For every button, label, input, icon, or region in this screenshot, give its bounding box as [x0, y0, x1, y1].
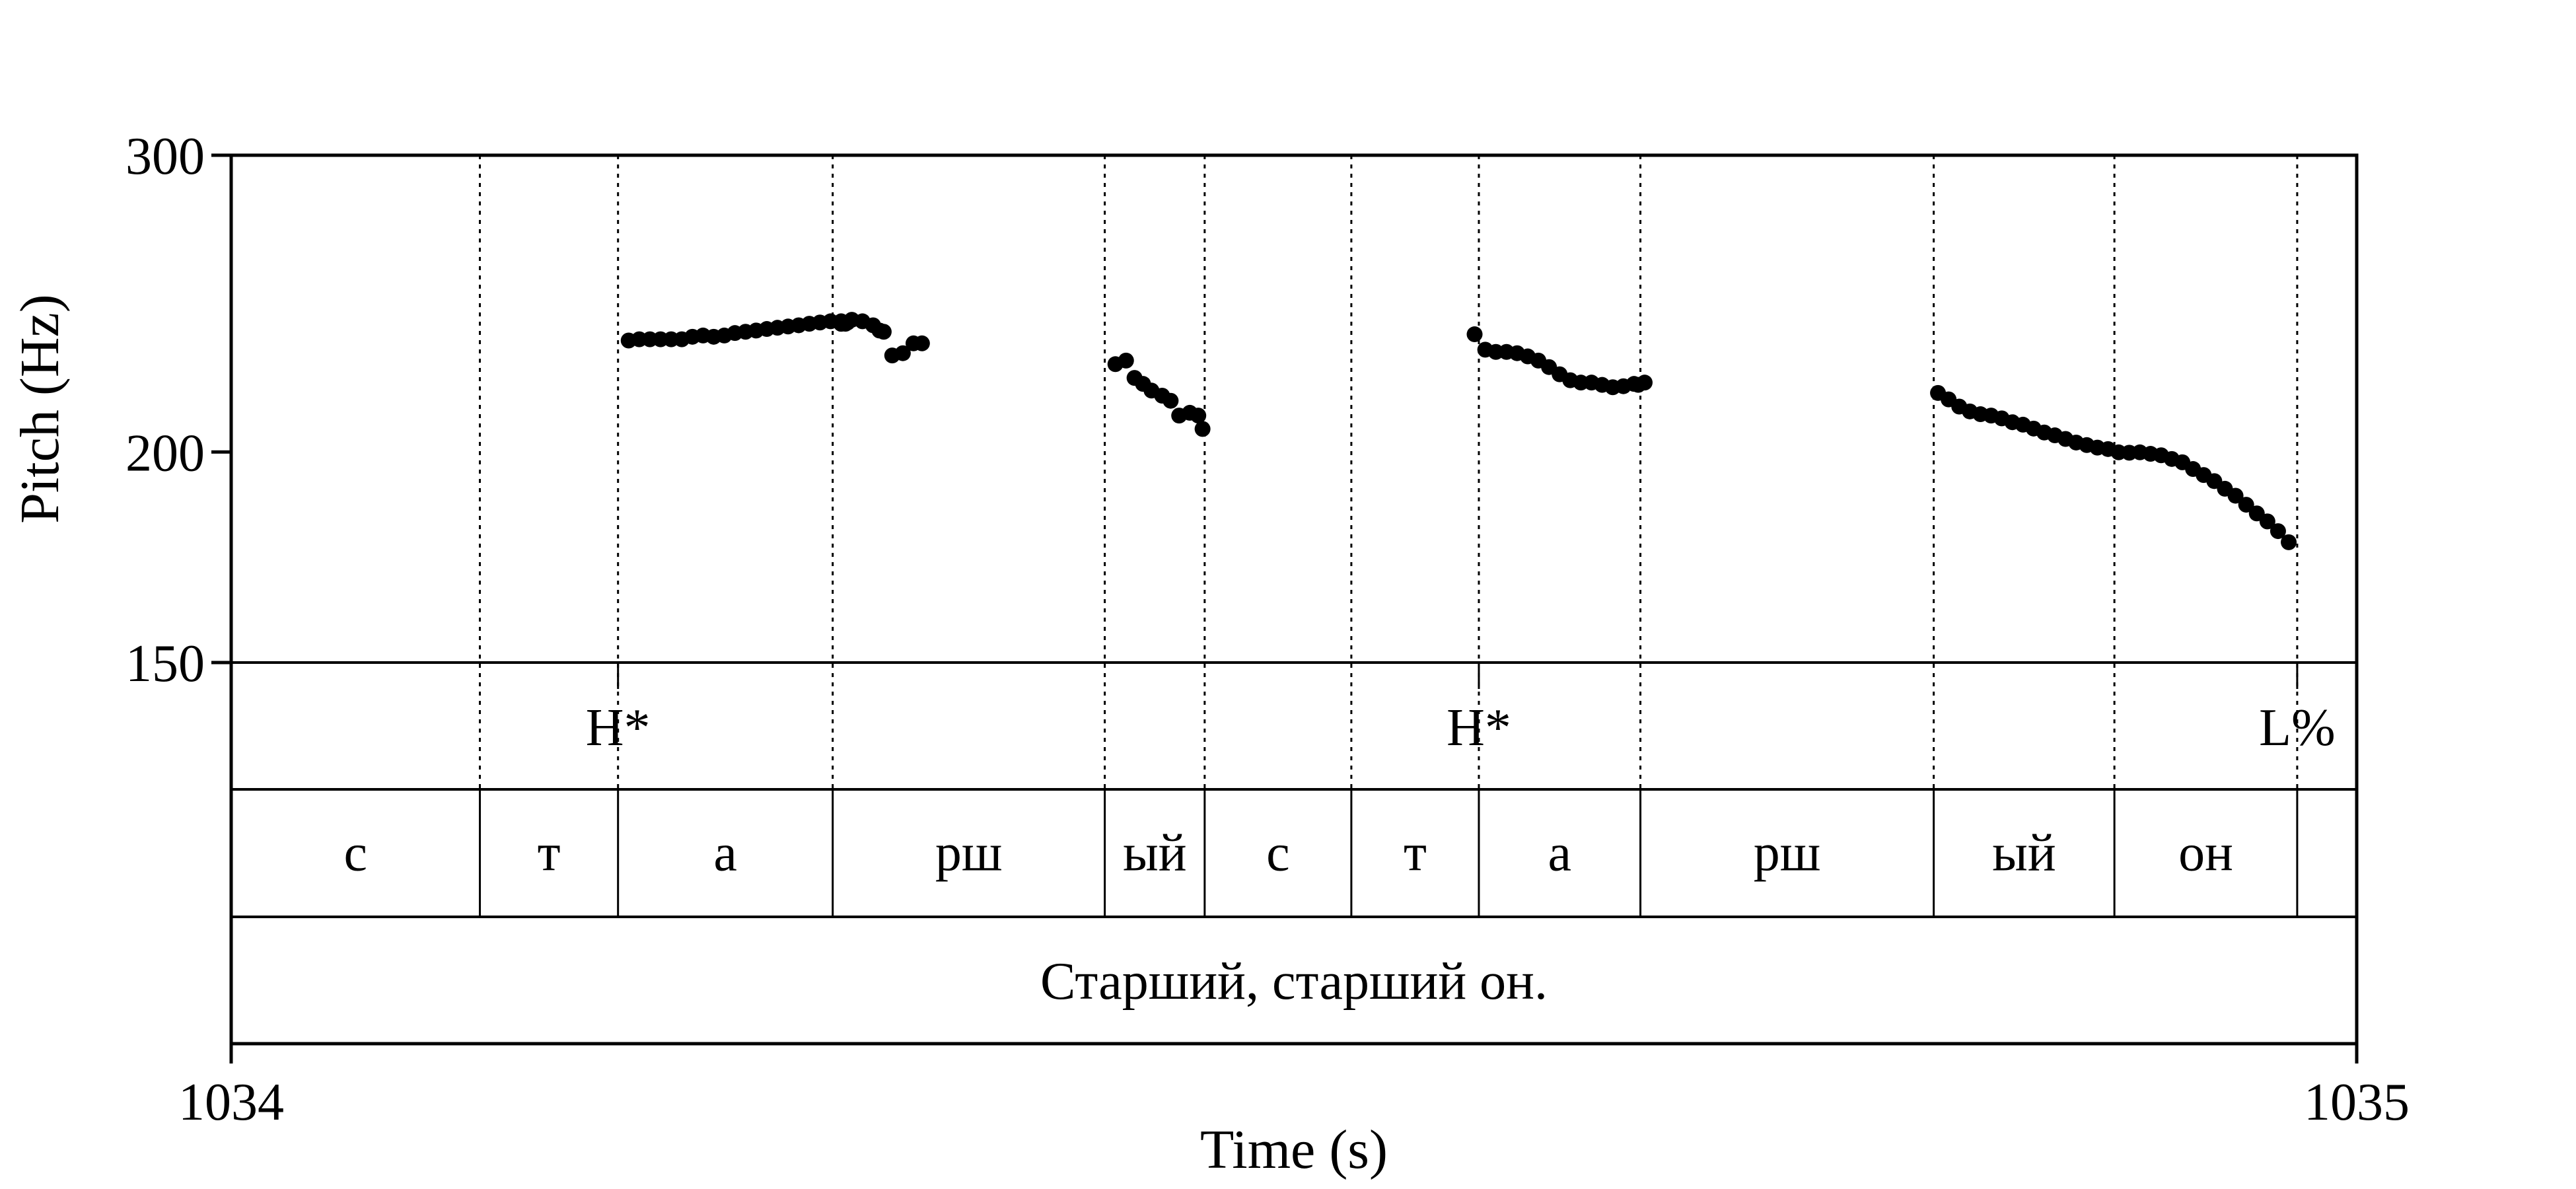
sentence-tier: Старший, старший он.	[1040, 953, 1548, 1011]
y-tick-label-2: 300	[125, 127, 205, 186]
pitch-point-41	[1163, 392, 1179, 409]
pitch-point-34	[913, 335, 930, 351]
pitch-point-45	[1194, 421, 1211, 437]
axis-ticks: 150 200 300 1034 1035	[125, 127, 2410, 1132]
pitch-point-36	[1118, 352, 1134, 369]
boundary-lines	[479, 155, 2299, 917]
pitch-point-95	[2259, 513, 2275, 530]
pitch-point-32	[894, 345, 911, 361]
pitch-point-46	[1466, 326, 1483, 343]
x-axis-title: Time (s)	[1200, 1119, 1388, 1180]
segment-label-6: т	[1404, 824, 1427, 883]
tone-tier: H* H* L%	[586, 663, 2336, 757]
y-tick-label-1: 200	[125, 424, 205, 482]
pitch-point-97	[2281, 534, 2297, 550]
segment-label-1: т	[538, 824, 561, 883]
plot-frame	[229, 153, 2359, 1046]
segment-label-3: рш	[935, 824, 1003, 883]
tone-label-2: L%	[2259, 699, 2336, 757]
segment-label-10: он	[2178, 824, 2233, 883]
segment-label-5: с	[1266, 824, 1290, 883]
segment-label-2: а	[713, 824, 737, 883]
segment-label-7: а	[1548, 824, 1571, 883]
tone-label-1: H*	[1447, 699, 1511, 757]
x-tick-label-1: 1035	[2304, 1073, 2410, 1132]
pitch-point-92	[2227, 487, 2244, 504]
y-axis-title: Pitch (Hz)	[9, 294, 71, 524]
pitch-point-44	[1190, 408, 1207, 424]
segment-tier: с т а рш ый с т а рш ый он	[343, 824, 2233, 883]
plot-border	[229, 153, 2359, 1046]
pitch-point-63	[1630, 377, 1647, 393]
pitch-point-30	[871, 322, 888, 339]
segment-label-9: ый	[1992, 824, 2056, 883]
pitch-points	[620, 312, 2297, 550]
sentence-label-0: Старший, старший он.	[1040, 953, 1548, 1011]
segment-label-8: рш	[1754, 824, 1821, 883]
pitch-point-93	[2238, 497, 2254, 513]
tone-label-0: H*	[586, 699, 651, 757]
segment-label-0: с	[343, 824, 367, 883]
segment-label-4: ый	[1123, 824, 1187, 883]
y-tick-label-0: 150	[125, 635, 205, 693]
pitch-point-29	[838, 316, 854, 332]
pitch-point-96	[2270, 523, 2286, 540]
x-tick-label-0: 1034	[178, 1073, 284, 1132]
